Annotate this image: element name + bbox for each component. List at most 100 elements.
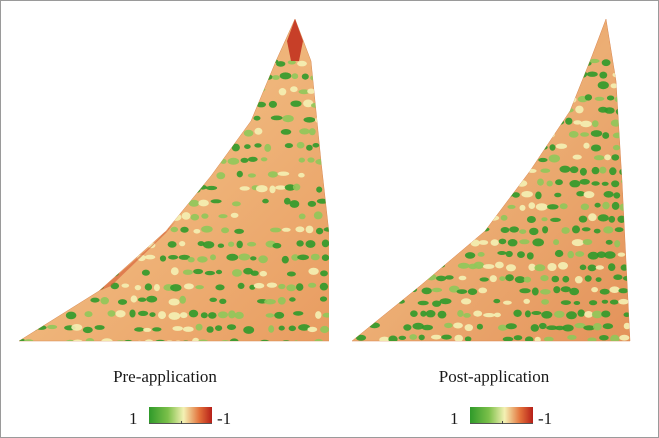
vegetation-patch bbox=[494, 191, 504, 200]
vegetation-patch bbox=[141, 225, 151, 234]
vegetation-patch bbox=[352, 60, 359, 65]
vegetation-patch bbox=[236, 240, 243, 249]
vegetation-patch bbox=[215, 284, 225, 291]
vegetation-patch bbox=[124, 253, 136, 261]
vegetation-patch bbox=[319, 282, 329, 291]
vegetation-patch bbox=[397, 276, 404, 282]
vegetation-patch bbox=[368, 216, 376, 223]
vegetation-patch bbox=[539, 322, 547, 330]
vegetation-patch bbox=[507, 95, 515, 100]
vegetation-patch bbox=[399, 287, 408, 292]
vegetation-patch bbox=[67, 141, 74, 150]
vegetation-patch bbox=[64, 60, 73, 68]
vegetation-patch bbox=[108, 86, 118, 92]
vegetation-patch bbox=[79, 226, 89, 233]
vegetation-patch bbox=[178, 254, 191, 260]
vegetation-patch bbox=[121, 283, 130, 288]
vegetation-patch bbox=[272, 75, 280, 80]
vegetation-patch bbox=[645, 228, 653, 234]
vegetation-patch bbox=[88, 185, 98, 193]
vegetation-patch bbox=[320, 325, 329, 334]
vegetation-patch bbox=[243, 267, 254, 275]
vegetation-patch bbox=[261, 74, 273, 80]
vegetation-patch bbox=[403, 324, 412, 331]
vegetation-patch bbox=[455, 205, 466, 211]
vegetation-patch bbox=[618, 59, 630, 66]
vegetation-patch bbox=[569, 287, 580, 296]
vegetation-patch bbox=[599, 166, 607, 174]
vegetation-patch bbox=[530, 324, 539, 332]
vegetation-patch bbox=[234, 228, 245, 234]
vegetation-patch bbox=[431, 178, 440, 186]
vegetation-patch bbox=[611, 180, 620, 188]
vegetation-patch bbox=[234, 128, 242, 137]
vegetation-patch bbox=[339, 130, 345, 138]
vegetation-patch bbox=[524, 310, 531, 318]
vegetation-patch bbox=[513, 335, 523, 341]
legend-gradient-bar bbox=[149, 407, 212, 424]
vegetation-patch bbox=[60, 254, 70, 262]
vegetation-patch bbox=[571, 239, 584, 247]
field-boundary bbox=[351, 18, 631, 342]
vegetation-patch bbox=[65, 311, 77, 320]
vegetation-patch bbox=[46, 115, 58, 124]
vegetation-patch bbox=[67, 86, 75, 92]
color-scale-legend: 1 -1 bbox=[450, 405, 570, 429]
vegetation-patch bbox=[257, 58, 270, 66]
vegetation-patch bbox=[19, 327, 29, 332]
vegetation-patch bbox=[576, 191, 585, 197]
vegetation-patch bbox=[650, 323, 658, 329]
vegetation-patch bbox=[506, 84, 514, 90]
vegetation-patch bbox=[529, 59, 537, 66]
vegetation-patch bbox=[579, 178, 590, 185]
vegetation-patch bbox=[448, 118, 461, 125]
vegetation-patch bbox=[214, 101, 221, 106]
vegetation-patch bbox=[268, 325, 275, 333]
vegetation-patch bbox=[589, 300, 598, 306]
vegetation-patch bbox=[489, 60, 497, 67]
vegetation-patch bbox=[541, 299, 549, 305]
vegetation-patch bbox=[178, 169, 189, 177]
vegetation-patch bbox=[580, 120, 592, 128]
vegetation-patch bbox=[378, 250, 389, 257]
vegetation-patch bbox=[515, 72, 527, 79]
vegetation-patch bbox=[335, 311, 346, 317]
vegetation-patch bbox=[201, 213, 209, 219]
vegetation-patch bbox=[559, 203, 568, 210]
vegetation-patch bbox=[528, 202, 536, 210]
vegetation-patch bbox=[441, 334, 452, 340]
vegetation-patch bbox=[541, 217, 548, 222]
vegetation-patch bbox=[321, 239, 329, 248]
vegetation-patch bbox=[183, 283, 194, 290]
vegetation-patch bbox=[453, 322, 463, 329]
vegetation-patch bbox=[590, 144, 602, 152]
vegetation-patch bbox=[144, 339, 154, 341]
vegetation-patch bbox=[439, 108, 447, 114]
vegetation-patch bbox=[583, 191, 595, 199]
vegetation-patch bbox=[640, 82, 648, 89]
vegetation-patch bbox=[459, 95, 469, 101]
vegetation-patch bbox=[277, 297, 286, 305]
vegetation-patch bbox=[65, 101, 75, 106]
vegetation-patch bbox=[567, 250, 574, 259]
vegetation-patch bbox=[19, 101, 28, 109]
vegetation-patch bbox=[112, 212, 120, 219]
vegetation-patch bbox=[256, 101, 266, 108]
vegetation-patch bbox=[243, 326, 255, 334]
vegetation-patch bbox=[29, 269, 38, 274]
vegetation-patch bbox=[396, 215, 404, 221]
vegetation-patch bbox=[407, 215, 415, 221]
vegetation-patch bbox=[392, 288, 400, 295]
vegetation-patch bbox=[651, 58, 658, 65]
vegetation-patch bbox=[460, 106, 468, 113]
vegetation-patch bbox=[149, 215, 161, 221]
vegetation-patch bbox=[572, 225, 580, 234]
vegetation-patch bbox=[143, 198, 152, 207]
vegetation-patch bbox=[610, 334, 620, 341]
vegetation-patch bbox=[464, 193, 473, 199]
vegetation-patch bbox=[67, 255, 78, 262]
vegetation-patch bbox=[336, 144, 347, 151]
vegetation-patch bbox=[426, 95, 435, 101]
vegetation-patch bbox=[297, 60, 307, 67]
vegetation-patch bbox=[19, 185, 26, 192]
